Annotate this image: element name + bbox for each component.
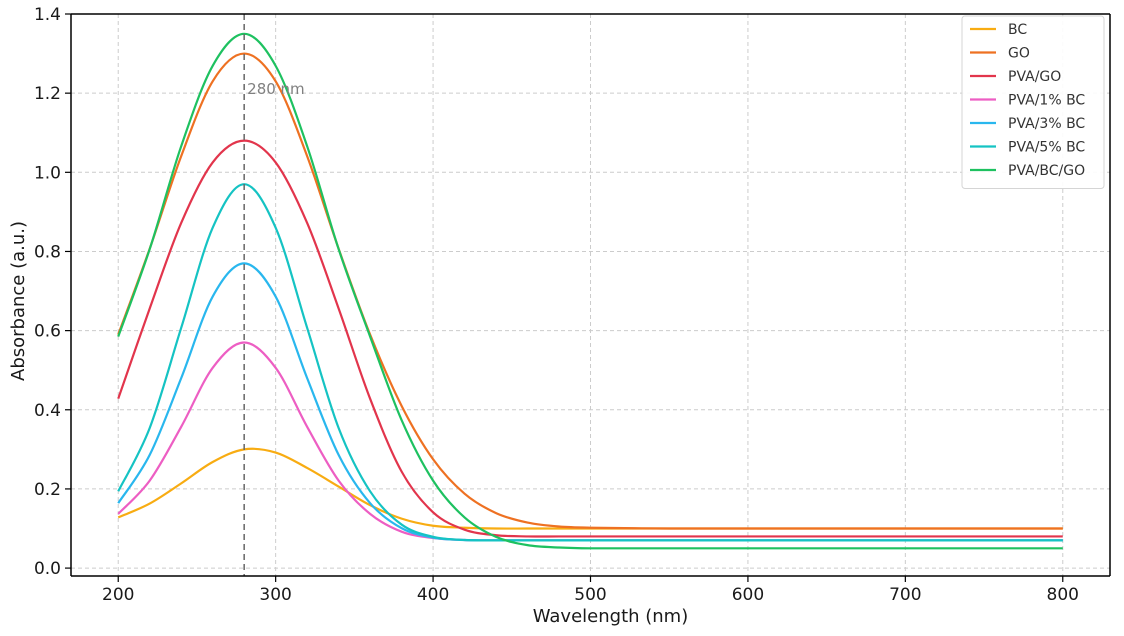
peak-annotation-label: 280 nm [247,80,305,98]
series-line-pva-go [117,139,1063,538]
x-tick-label: 300 [259,585,291,605]
y-tick-label: 0.0 [34,559,61,579]
legend-item: PVA/3% BC [970,116,1085,132]
legend: BC GO PVA/GO PVA/1% BC PVA/3% BC PVA/5% BC PVA… [961,15,1105,189]
y-tick-label: 0.8 [34,242,61,262]
legend-label: PVA/1% BC [1008,93,1085,109]
legend-label: PVA/3% BC [1008,116,1085,132]
x-tick-label: 500 [574,585,606,605]
legend-label: BC [1008,22,1027,38]
x-axis-title: Wavelength (nm) [533,606,689,627]
legend-label: PVA/5% BC [1008,140,1085,156]
legend-item: PVA/1% BC [970,93,1085,109]
y-tick-label: 0.4 [34,401,61,421]
legend-item: PVA/GO [970,69,1061,85]
x-tick-label: 400 [417,585,449,605]
legend-label: PVA/GO [1008,69,1061,85]
legend-item: BC [970,22,1027,38]
legend-item: GO [970,46,1030,62]
x-tick-label: 600 [732,585,764,605]
legend-label: PVA/BC/GO [1008,163,1085,179]
x-tick-label: 200 [102,585,134,605]
y-axis-title: Absorbance (a.u.) [8,221,29,381]
x-tick-label: 800 [1047,585,1079,605]
y-tick-label: 0.2 [34,480,61,500]
y-tick-label: 0.6 [34,322,61,342]
x-tick-label: 700 [889,585,921,605]
series-line-go [117,52,1063,530]
legend-item: PVA/BC/GO [970,163,1085,179]
legend-item: PVA/5% BC [970,140,1085,156]
y-tick-label: 1.0 [34,163,61,183]
legend-box [961,15,1105,189]
y-tick-label: 1.4 [34,5,61,25]
series-line-pva-5-bc [117,183,1063,542]
legend-label: GO [1008,46,1030,62]
y-tick-label: 1.2 [34,84,61,104]
series-line-pva-bc-go [117,32,1063,550]
